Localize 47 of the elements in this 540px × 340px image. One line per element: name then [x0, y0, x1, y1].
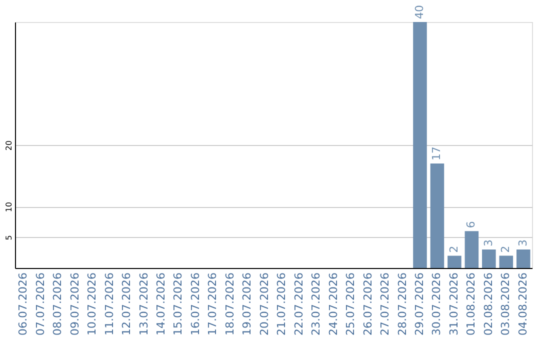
- bar: [430, 163, 444, 268]
- data-label: 6: [464, 221, 478, 228]
- bar: [413, 22, 427, 268]
- x-tick-label: 10.07.2026: [86, 272, 99, 336]
- y-tick-label: 5: [4, 235, 14, 240]
- x-tick-label: 19.07.2026: [240, 272, 254, 336]
- x-tick-label: 28.07.2026: [396, 272, 409, 336]
- x-tick-label: 14.07.2026: [154, 272, 168, 336]
- x-tick-label: 16.07.2026: [188, 272, 202, 336]
- x-tick-label: 13.07.2026: [137, 272, 150, 336]
- x-tick-label: 24.07.2026: [326, 272, 340, 336]
- x-tick-label: 07.07.2026: [34, 272, 47, 336]
- x-tick-label: 23.07.2026: [310, 272, 323, 336]
- x-tick-label: 08.07.2026: [51, 272, 64, 336]
- x-tick-label: 27.07.2026: [378, 272, 392, 336]
- y-tick-label: 20: [4, 140, 14, 151]
- data-label: 40: [412, 5, 426, 19]
- x-tick-label: 25.07.2026: [344, 272, 358, 336]
- x-tick-label: 17.07.2026: [206, 272, 220, 336]
- bar: [516, 250, 530, 268]
- x-tick-label: 09.07.2026: [68, 272, 82, 336]
- x-tick-label: 11.07.2026: [102, 272, 116, 336]
- x-tick-label: 12.07.2026: [120, 272, 134, 336]
- data-label: 2: [447, 246, 460, 253]
- bar: [464, 231, 479, 268]
- x-tick-label: 26.07.2026: [361, 272, 374, 336]
- bar: [482, 250, 496, 268]
- data-label: 17: [430, 146, 444, 160]
- x-tick-label: 21.07.2026: [275, 272, 288, 336]
- data-label: 3: [516, 240, 530, 247]
- x-tick-label: 20.07.2026: [258, 272, 271, 336]
- x-tick-label: 18.07.2026: [223, 272, 236, 336]
- x-tick-label: 01.08.2026: [464, 272, 478, 336]
- x-tick-label: 02.08.2026: [482, 272, 495, 336]
- y-tick-label: 10: [4, 202, 14, 212]
- x-tick-label: 31.07.2026: [447, 272, 460, 336]
- x-tick-label: 29.07.2026: [412, 272, 426, 336]
- x-tick-label: 22.07.2026: [292, 272, 306, 336]
- x-tick-label: 30.07.2026: [430, 272, 444, 336]
- data-label: 3: [482, 240, 495, 247]
- bar: [499, 256, 514, 268]
- x-tick-label: 04.08.2026: [516, 272, 530, 336]
- x-tick-label: 06.07.2026: [16, 272, 30, 336]
- data-label: 2: [499, 246, 512, 253]
- x-tick-label: 15.07.2026: [172, 272, 185, 336]
- x-tick-label: 03.08.2026: [499, 272, 512, 336]
- bar: [448, 256, 462, 268]
